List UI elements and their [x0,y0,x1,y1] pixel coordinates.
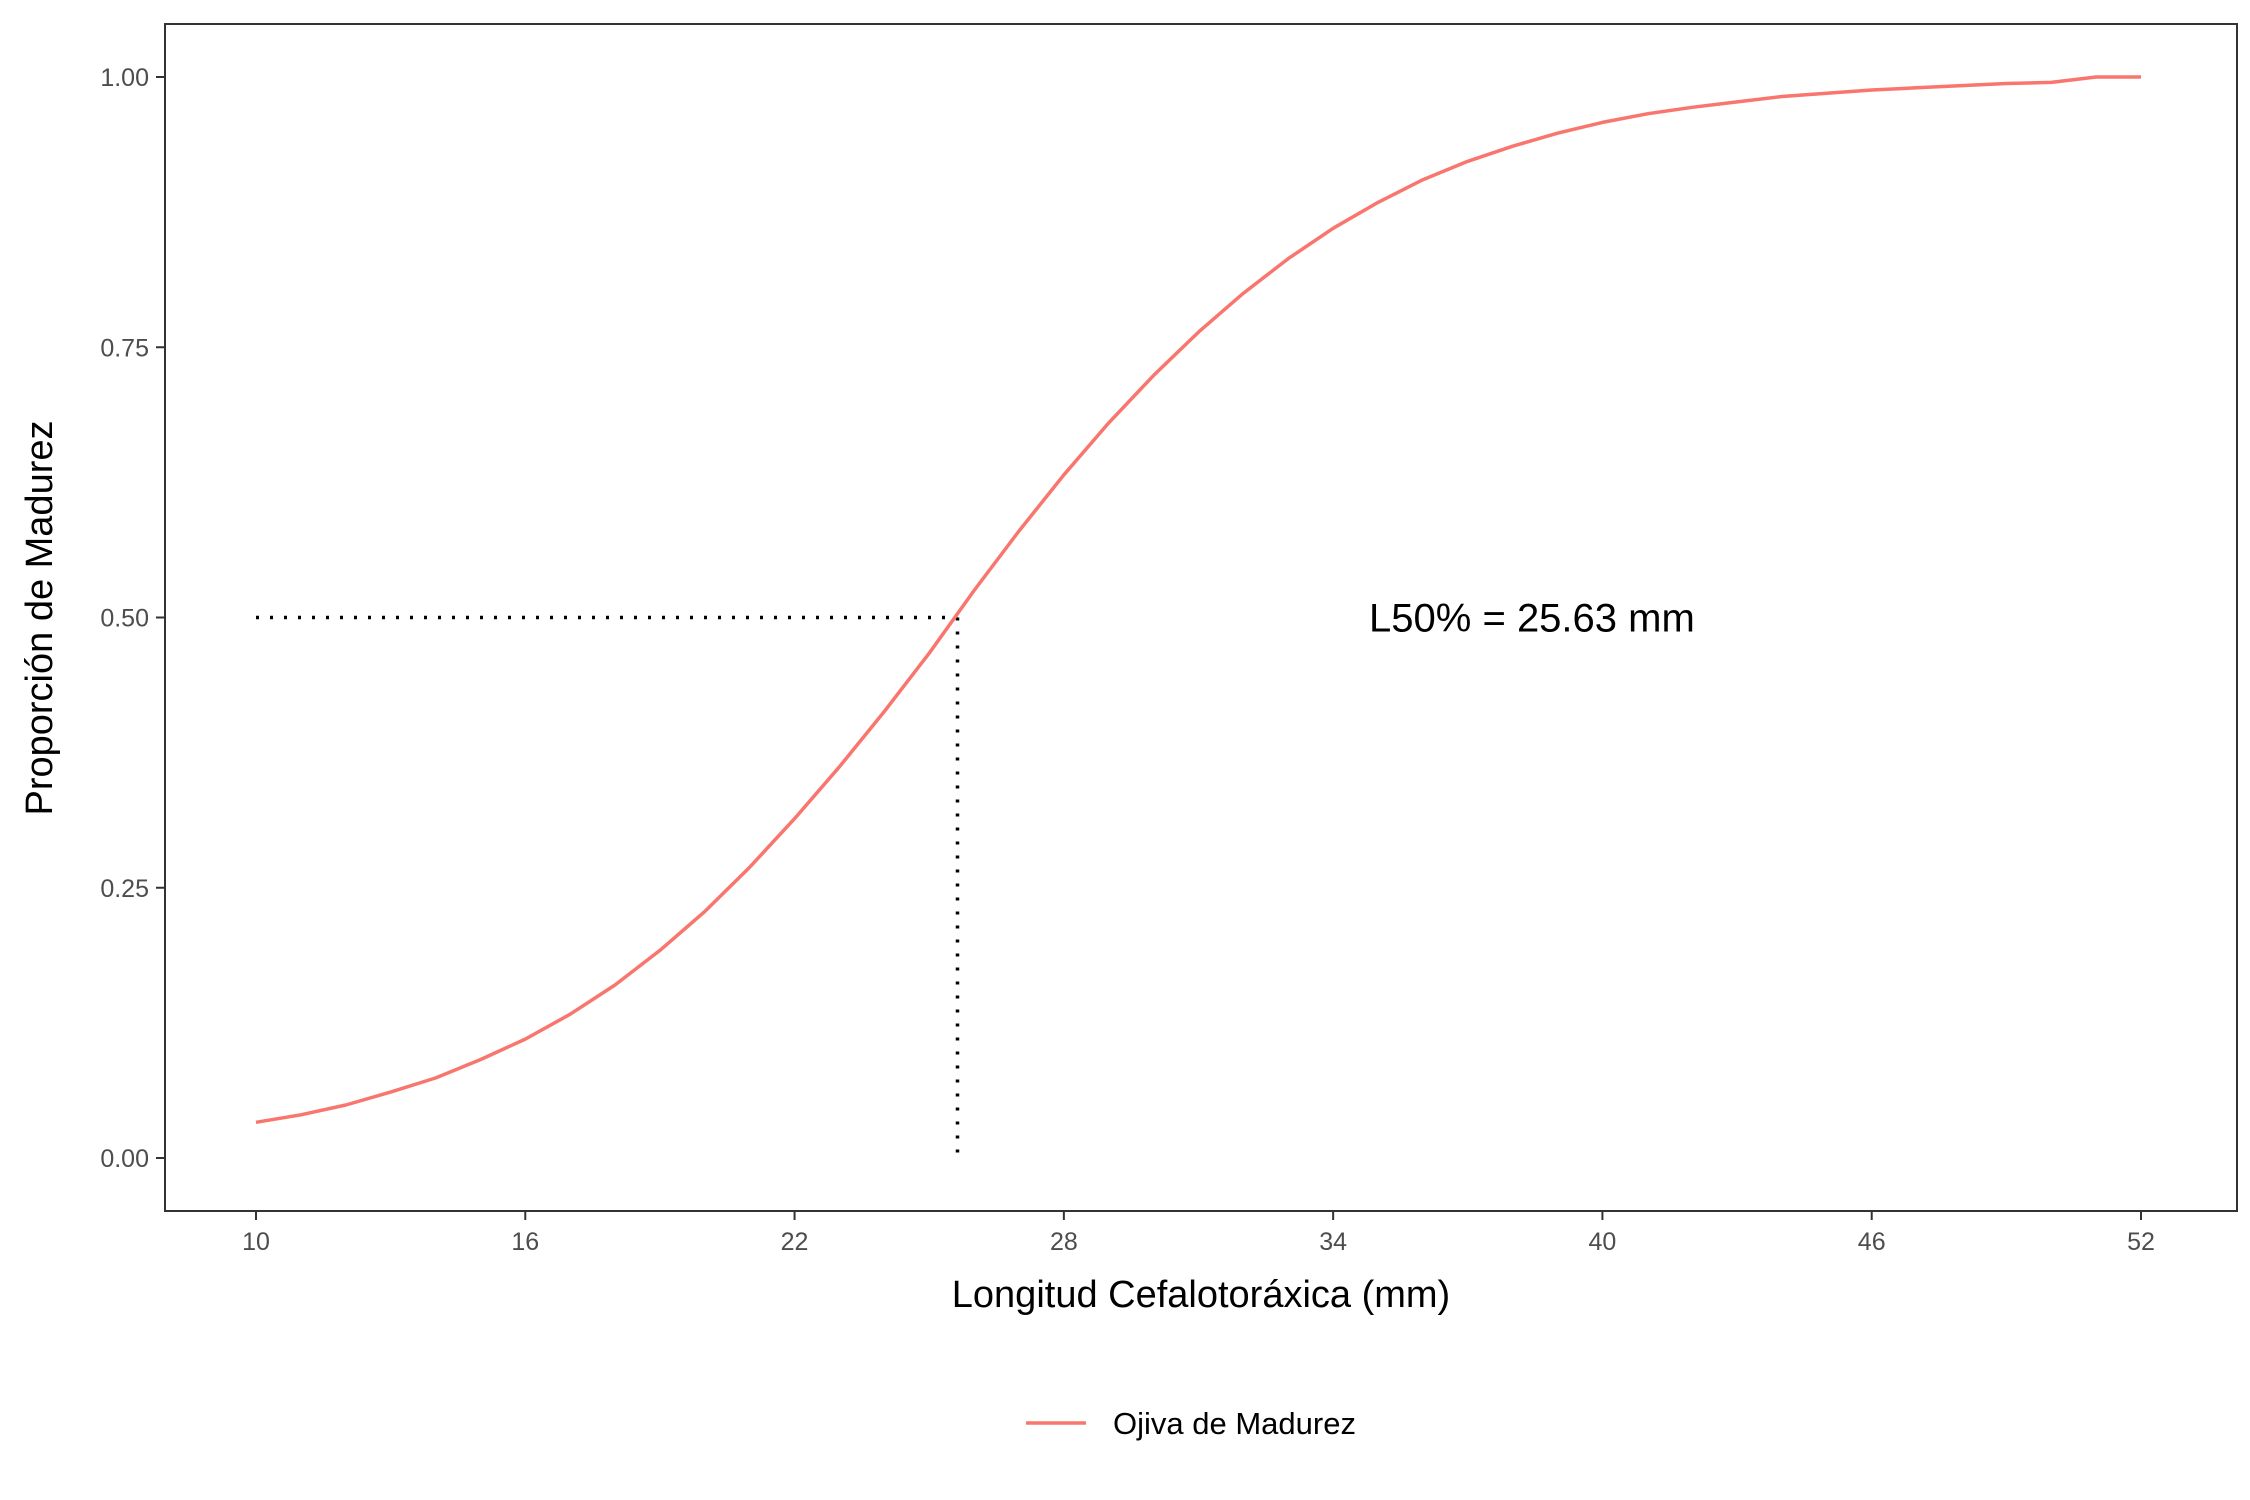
legend: Ojiva de Madurez [1026,1406,1356,1441]
y-axis: 0.00 0.25 0.50 0.75 1.00 [100,64,165,1173]
legend-label: Ojiva de Madurez [1113,1406,1356,1441]
x-tick-label: 40 [1589,1228,1617,1256]
y-axis-title: Proporción de Madurez [19,421,61,816]
reference-lines [256,615,960,1158]
series-layer [255,75,2141,1125]
y-tick-label: 1.00 [100,64,149,92]
x-tick-label: 34 [1319,1228,1347,1256]
x-tick-label: 52 [2127,1228,2155,1256]
x-tick-label: 16 [511,1228,539,1256]
x-axis-title: Longitud Cefalotoráxica (mm) [952,1274,1450,1316]
annotation-l50: L50% = 25.63 mm [1369,597,1695,641]
x-tick-label: 22 [781,1228,809,1256]
y-tick-label: 0.25 [100,875,149,903]
y-tick-label: 0.50 [100,605,149,633]
x-tick-label: 10 [242,1228,270,1256]
plot-panel [164,23,2238,1212]
x-axis: 10 16 22 28 34 40 46 52 [242,1211,2155,1256]
y-tick-label: 0.75 [100,334,149,362]
x-tick-label: 46 [1858,1228,1886,1256]
x-tick-label: 28 [1050,1228,1078,1256]
y-tick-label: 0.00 [100,1145,149,1173]
series-line-ojiva [255,75,2141,1125]
